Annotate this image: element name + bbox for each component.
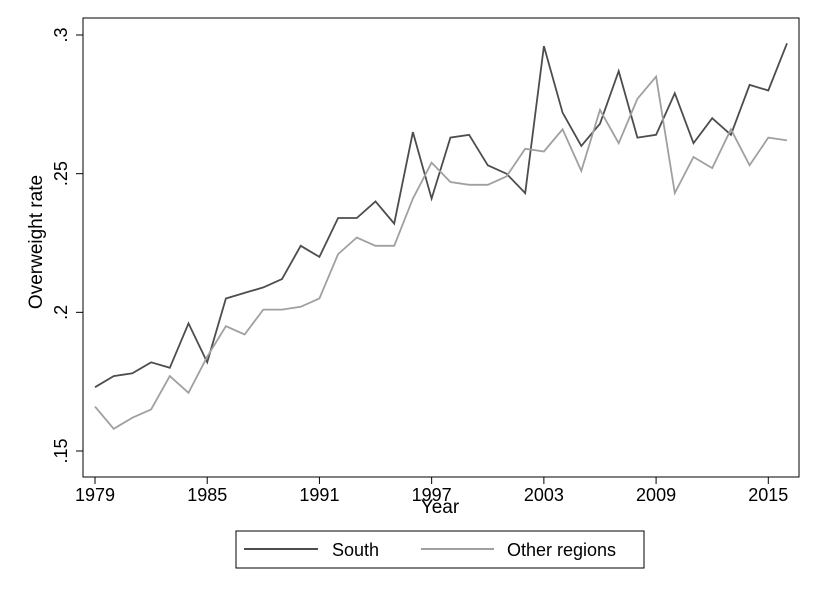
x-tick-label: 1979: [75, 485, 115, 505]
y-tick-label: .25: [51, 161, 71, 186]
series-group: [94, 42, 788, 430]
y-axis-title: Overweight rate: [26, 175, 47, 309]
legend-label-other-regions: Other regions: [507, 540, 616, 560]
y-tick-label: .15: [51, 438, 71, 463]
x-tick-label: 2003: [524, 485, 564, 505]
series-line-other-regions: [94, 74, 788, 430]
y-tick-label: .2: [51, 305, 71, 320]
x-tick-label: 1991: [299, 485, 339, 505]
plot-frame: [82, 17, 800, 478]
x-tick-label: 1985: [187, 485, 227, 505]
x-axis-title: Year: [421, 497, 460, 518]
x-axis: 1979 1985 1991 1997 2003 2009 2015: [75, 476, 799, 505]
y-axis: .15 .2 .25 .3: [51, 18, 84, 477]
y-tick-label: .3: [51, 27, 71, 42]
x-tick-label: 1997: [412, 485, 452, 505]
x-tick-label: 2009: [636, 485, 676, 505]
legend: South Other regions: [235, 530, 645, 569]
x-tick-label: 2015: [748, 485, 788, 505]
legend-label-south: South: [332, 540, 379, 560]
